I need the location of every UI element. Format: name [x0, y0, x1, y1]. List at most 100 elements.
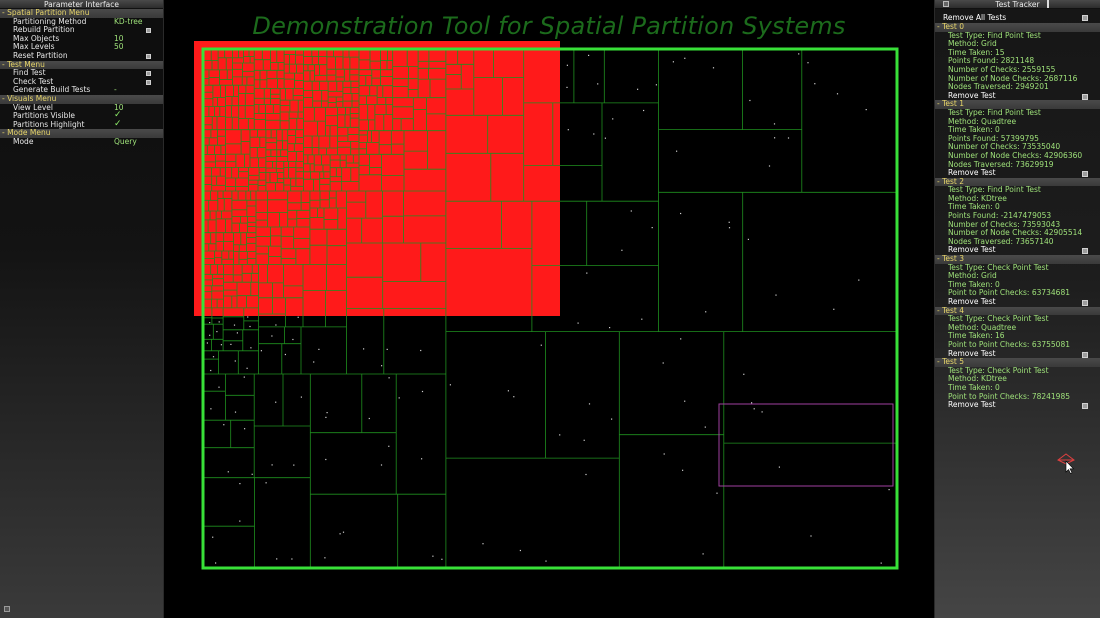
test-detail: Points Found: -2147479053: [948, 211, 1052, 221]
page-title: Demonstration Tool for Spatial Partition…: [252, 12, 846, 40]
param-value[interactable]: -: [114, 85, 117, 95]
param-label: Find Test: [13, 68, 46, 78]
param-label: Partitioning Method: [13, 16, 87, 26]
param-label: Mode: [13, 136, 34, 146]
test-header[interactable]: - Test 2: [935, 177, 1100, 187]
remove-test-checkbox-icon[interactable]: [1082, 248, 1088, 255]
param-row[interactable]: Max Objects 10: [0, 33, 163, 44]
param-label: Max Objects: [13, 33, 60, 43]
param-row[interactable]: Partitioning Method KD-tree: [0, 16, 163, 27]
param-row[interactable]: Check Test: [0, 76, 163, 87]
test-detail: Time Taken: 15: [948, 47, 1005, 57]
partition-boundary: [201, 47, 899, 570]
remove-test-button[interactable]: Remove Test: [935, 400, 1100, 410]
test-header[interactable]: - Test 5: [935, 358, 1100, 367]
cursor-icon: [1057, 453, 1075, 474]
remove-test-label: Remove Test: [948, 400, 996, 410]
remove-test-button[interactable]: Remove Test: [935, 349, 1100, 359]
param-value[interactable]: KD-tree: [114, 16, 143, 26]
test-detail: Method: KDtree: [948, 374, 1007, 384]
test-header[interactable]: - Test 1: [935, 100, 1100, 109]
param-value[interactable]: 50: [114, 42, 124, 52]
test-tracker-panel: Test Tracker Remove All Tests - Test 0 Te…: [934, 0, 1100, 618]
param-row[interactable]: Reset Partition: [0, 51, 163, 61]
test-detail: Time Taken: 16: [948, 331, 1005, 341]
remove-test-button[interactable]: Remove Test: [935, 91, 1100, 101]
action-checkbox-icon[interactable]: [146, 28, 151, 34]
test-header[interactable]: - Test 3: [935, 254, 1100, 264]
partition-canvas[interactable]: Demonstration Tool for Spatial Partition…: [164, 0, 934, 618]
remove-all-tests-button[interactable]: Remove All Tests: [935, 12, 1100, 23]
param-label: Check Test: [13, 76, 54, 86]
param-row[interactable]: Mode Query: [0, 136, 163, 147]
test-detail: Test Type: Find Point Test: [948, 30, 1041, 40]
checkmark-icon[interactable]: ✓: [114, 118, 122, 129]
param-row[interactable]: Partitions Visible ✓: [0, 110, 163, 121]
test-detail: Test Type: Find Point Test: [948, 107, 1041, 117]
test-detail: Points Found: 57399795: [948, 133, 1039, 143]
param-row[interactable]: Max Levels 50: [0, 43, 163, 52]
parameter-panel-title: Parameter Interface: [0, 0, 163, 9]
param-row[interactable]: Rebuild Partition: [0, 25, 163, 35]
highlighted-partition: [718, 403, 894, 487]
param-label: Max Levels: [13, 42, 55, 52]
remove-test-checkbox-icon[interactable]: [1082, 300, 1088, 306]
checkmark-icon[interactable]: ✓: [114, 110, 122, 121]
remove-test-checkbox-icon[interactable]: [1082, 403, 1088, 410]
test-detail: Test Type: Check Point Test: [948, 262, 1049, 272]
resize-handle-icon[interactable]: [1047, 0, 1049, 8]
action-checkbox-icon[interactable]: [146, 79, 151, 85]
parameter-menus: - Spatial Partition Menu Partitioning Met…: [0, 8, 163, 147]
param-row[interactable]: View Level 10: [0, 102, 163, 113]
partition-lines: [203, 49, 897, 568]
test-header[interactable]: - Test 4: [935, 306, 1100, 316]
remove-all-checkbox-icon[interactable]: [1082, 15, 1088, 21]
test-detail: Method: Grid: [948, 39, 997, 49]
param-row[interactable]: Generate Build Tests -: [0, 86, 163, 95]
remove-test-button[interactable]: Remove Test: [935, 168, 1100, 178]
partition-visualization[interactable]: [164, 0, 934, 618]
param-value[interactable]: 10: [114, 33, 124, 43]
remove-test-checkbox-icon[interactable]: [1082, 171, 1088, 178]
menu-header[interactable]: - Spatial Partition Menu: [0, 8, 163, 18]
param-row[interactable]: Find Test: [0, 68, 163, 78]
test-detail: Method: Quadtree: [948, 322, 1017, 332]
test-detail: Number of Node Checks: 2687116: [948, 73, 1078, 83]
param-row[interactable]: Partitions Highlight ✓: [0, 118, 163, 130]
param-value[interactable]: Query: [114, 136, 137, 146]
test-list: - Test 0 Test Type: Find Point Test Method…: [935, 22, 1100, 410]
remove-test-label: Remove Test: [948, 297, 996, 306]
param-value[interactable]: 10: [114, 102, 124, 112]
param-label: Rebuild Partition: [13, 25, 75, 35]
test-detail: Time Taken: 0: [948, 202, 1000, 212]
test-detail: Number of Checks: 73535040: [948, 142, 1061, 152]
param-label: Generate Build Tests: [13, 85, 91, 95]
test-detail: Number of Node Checks: 42905514: [948, 228, 1083, 238]
param-label: Partitions Highlight: [13, 119, 85, 129]
test-detail: Points Found: 2821148: [948, 56, 1035, 66]
remove-test-label: Remove Test: [948, 245, 996, 255]
remove-test-checkbox-icon[interactable]: [1082, 351, 1088, 358]
panel-resize-icon[interactable]: [4, 606, 10, 612]
parameter-panel: Parameter Interface - Spatial Partition …: [0, 0, 164, 618]
param-label: View Level: [13, 102, 53, 112]
remove-test-button[interactable]: Remove Test: [935, 246, 1100, 255]
menu-header[interactable]: - Visuals Menu: [0, 94, 163, 104]
test-detail: Number of Checks: 73593043: [948, 219, 1061, 229]
test-detail: Time Taken: 0: [948, 125, 1000, 135]
action-checkbox-icon[interactable]: [146, 71, 151, 77]
test-detail: Method: KDtree: [948, 193, 1007, 203]
test-header[interactable]: - Test 0: [935, 22, 1100, 32]
collapse-icon[interactable]: [943, 1, 949, 7]
test-detail: Time Taken: 0: [948, 279, 1000, 289]
test-detail: Point to Point Checks: 63755081: [948, 339, 1070, 349]
test-detail: Point to Point Checks: 63734681: [948, 288, 1070, 298]
test-detail: Test Type: Check Point Test: [948, 365, 1049, 375]
action-checkbox-icon[interactable]: [146, 53, 151, 59]
test-detail: Nodes Traversed: 73657140: [948, 236, 1054, 246]
remove-test-button[interactable]: Remove Test: [935, 297, 1100, 307]
menu-header[interactable]: - Test Menu: [0, 60, 163, 70]
remove-test-checkbox-icon[interactable]: [1082, 93, 1088, 100]
menu-header[interactable]: - Mode Menu: [0, 129, 163, 138]
test-tracker-title-bar: Test Tracker: [935, 0, 1100, 9]
